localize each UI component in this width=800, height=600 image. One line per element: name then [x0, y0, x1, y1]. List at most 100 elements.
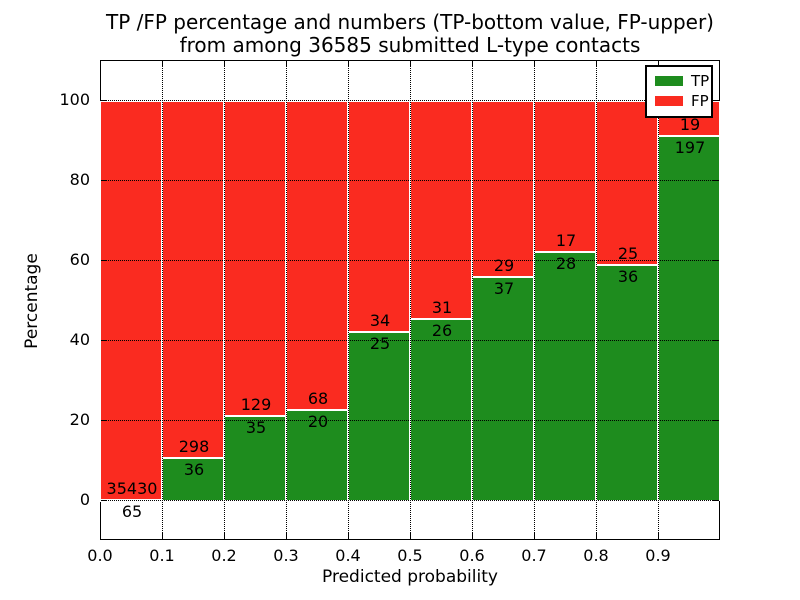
x-axis-label: Predicted probability [322, 567, 498, 587]
y-tick-mark-right [713, 260, 719, 261]
plot-area: 35430 65 298 36 129 35 68 20 34 25 31 26 29 37 17 28 25 3… [100, 60, 720, 540]
y-tick-mark-left [101, 420, 107, 421]
bar-label-fp: 35430 [106, 479, 158, 499]
x-tick-label: 0.8 [583, 546, 609, 565]
x-tick-mark-bottom [658, 533, 659, 539]
bar-label-fp: 19 [679, 115, 701, 135]
y-tick-label: 60 [69, 250, 90, 269]
bar-label-tp: 25 [369, 333, 391, 353]
x-tick-mark-bottom [286, 533, 287, 539]
chart-title-line1: TP /FP percentage and numbers (TP-bottom… [106, 10, 714, 34]
y-tick-mark-left [101, 260, 107, 261]
bar-label-fp: 298 [178, 436, 210, 456]
y-tick-mark-right [713, 500, 719, 501]
bar-label-tp: 197 [674, 138, 706, 158]
bar-tp [410, 318, 472, 501]
bar-label-fp: 68 [307, 389, 329, 409]
legend: TP FP [645, 65, 713, 118]
bar-tp [472, 276, 534, 501]
gridline-v [534, 61, 535, 539]
x-tick-label: 0.9 [645, 546, 671, 565]
x-tick-mark-top [410, 61, 411, 67]
x-tick-label: 0.0 [87, 546, 113, 565]
bar-label-fp: 34 [369, 310, 391, 330]
bar-fp [286, 101, 348, 411]
x-tick-mark-bottom [100, 533, 101, 539]
bar-label-fp: 17 [555, 231, 577, 251]
x-tick-label: 0.3 [273, 546, 299, 565]
x-tick-mark-top [658, 61, 659, 67]
bar-label-fp: 31 [431, 297, 453, 317]
bar-fp [162, 101, 224, 458]
x-tick-mark-top [534, 61, 535, 67]
y-tick-label: 100 [59, 90, 90, 109]
gridline-v [658, 61, 659, 539]
legend-swatch-tp [655, 76, 683, 86]
y-tick-mark-right [713, 340, 719, 341]
bar-label-tp: 20 [307, 412, 329, 432]
x-tick-mark-bottom [410, 533, 411, 539]
x-tick-mark-top [596, 61, 597, 67]
bar-fp [472, 101, 534, 277]
bar-fp [596, 101, 658, 265]
bar-label-fp: 25 [617, 243, 639, 263]
x-tick-mark-top [472, 61, 473, 67]
y-tick-mark-left [101, 500, 107, 501]
legend-item-tp: TP [647, 71, 711, 91]
y-tick-mark-right [713, 100, 719, 101]
bar-label-tp: 36 [183, 459, 205, 479]
legend-swatch-fp [655, 96, 683, 106]
x-tick-mark-bottom [162, 533, 163, 539]
x-tick-mark-top [224, 61, 225, 67]
y-tick-label: 20 [69, 410, 90, 429]
legend-item-fp: FP [647, 91, 711, 111]
bar-fp [410, 101, 472, 319]
bar-tp [286, 410, 348, 501]
x-tick-mark-top [100, 61, 101, 67]
gridline-v [224, 61, 225, 539]
chart-title: TP /FP percentage and numbers (TP-bottom… [90, 11, 730, 57]
bar-label-tp: 28 [555, 254, 577, 274]
bar-label-tp: 26 [431, 320, 453, 340]
gridline-v [410, 61, 411, 539]
bar-fp [100, 101, 162, 501]
x-tick-mark-bottom [472, 533, 473, 539]
gridline-v [286, 61, 287, 539]
bar-fp [348, 101, 410, 332]
bar-tp [534, 252, 596, 501]
bar-tp [596, 264, 658, 501]
x-tick-mark-bottom [596, 533, 597, 539]
bar-label-fp: 129 [240, 394, 272, 414]
gridline-v [348, 61, 349, 539]
bar-fp [534, 101, 596, 253]
x-tick-mark-bottom [348, 533, 349, 539]
y-tick-label: 80 [69, 170, 90, 189]
bar-tp [348, 331, 410, 501]
y-tick-mark-left [101, 100, 107, 101]
y-tick-mark-right [713, 420, 719, 421]
x-tick-label: 0.4 [335, 546, 361, 565]
y-tick-label: 0 [79, 490, 90, 509]
x-tick-mark-top [348, 61, 349, 67]
x-tick-label: 0.5 [397, 546, 423, 565]
bar-label-tp: 37 [493, 278, 515, 298]
chart-title-line2: from among 36585 submitted L-type contac… [179, 33, 641, 57]
x-tick-label: 0.2 [211, 546, 237, 565]
bar-fp [224, 101, 286, 416]
bar-label-fp: 29 [493, 255, 515, 275]
bar-label-tp: 36 [617, 266, 639, 286]
x-tick-label: 0.7 [521, 546, 547, 565]
bar-label-tp: 65 [121, 502, 143, 522]
y-tick-mark-right [713, 180, 719, 181]
y-tick-label: 40 [69, 330, 90, 349]
x-tick-mark-bottom [224, 533, 225, 539]
x-tick-mark-top [286, 61, 287, 67]
bar-label-tp: 35 [245, 417, 267, 437]
gridline-v [472, 61, 473, 539]
gridline-v [162, 61, 163, 539]
legend-label-tp: TP [691, 72, 710, 90]
x-tick-label: 0.1 [149, 546, 175, 565]
legend-label-fp: FP [691, 92, 709, 110]
bar-tp [658, 136, 720, 501]
